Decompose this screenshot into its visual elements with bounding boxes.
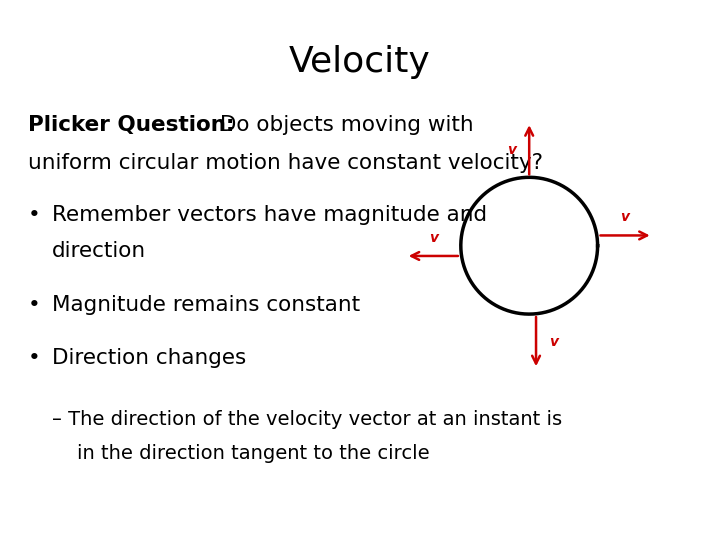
Text: •: • xyxy=(28,348,41,368)
Text: direction: direction xyxy=(52,241,146,261)
Text: •: • xyxy=(28,295,41,315)
Text: Magnitude remains constant: Magnitude remains constant xyxy=(52,295,360,315)
Text: Remember vectors have magnitude and: Remember vectors have magnitude and xyxy=(52,205,487,225)
Text: •: • xyxy=(28,205,41,225)
Text: v: v xyxy=(507,143,516,157)
Text: Direction changes: Direction changes xyxy=(52,348,246,368)
Text: v: v xyxy=(621,211,629,225)
Text: v: v xyxy=(549,335,559,349)
Text: v: v xyxy=(429,231,438,245)
Text: in the direction tangent to the circle: in the direction tangent to the circle xyxy=(52,444,430,463)
Text: uniform circular motion have constant velocity?: uniform circular motion have constant ve… xyxy=(28,153,543,173)
Text: Velocity: Velocity xyxy=(289,45,431,79)
Text: – The direction of the velocity vector at an instant is: – The direction of the velocity vector a… xyxy=(52,410,562,429)
Text: Do objects moving with: Do objects moving with xyxy=(213,115,474,135)
Text: Plicker Question:: Plicker Question: xyxy=(28,115,235,135)
